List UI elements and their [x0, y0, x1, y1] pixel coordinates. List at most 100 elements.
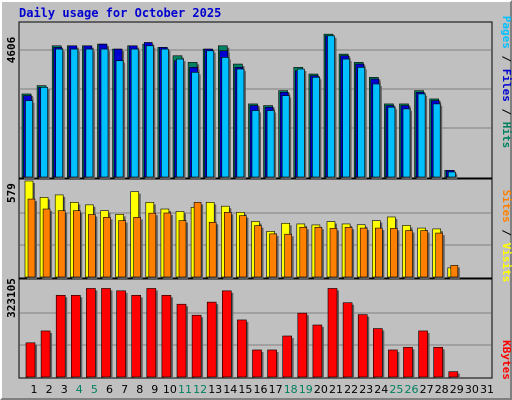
- files-bar: [432, 103, 441, 178]
- x-tick-label: 5: [91, 383, 98, 396]
- sites-bar: [148, 212, 157, 278]
- sites-bar: [314, 226, 323, 278]
- sites-bar: [329, 228, 338, 278]
- chart-title: Daily usage for October 2025: [19, 6, 222, 20]
- files-bar: [312, 77, 320, 178]
- hits-max-label: 4606: [5, 36, 18, 63]
- x-tick-label: 7: [121, 383, 128, 396]
- x-tick-label: 23: [359, 383, 373, 396]
- x-tick-label: 24: [374, 383, 388, 396]
- kbytes-bar: [222, 290, 232, 378]
- files-bar: [85, 48, 94, 178]
- sites-bar: [374, 227, 383, 278]
- kbytes-max-label: 323105: [5, 278, 18, 318]
- kbytes-bar: [146, 288, 157, 378]
- files-bar: [176, 58, 184, 178]
- kbytes-bar: [55, 294, 66, 378]
- x-tick-label: 6: [106, 383, 113, 396]
- files-bar: [206, 50, 214, 178]
- sites-bar: [163, 212, 172, 278]
- x-tick-label: 2: [46, 383, 53, 396]
- x-tick-label: 28: [435, 383, 449, 396]
- kbytes-bar: [131, 294, 141, 378]
- sites-bar: [239, 215, 247, 278]
- x-tick-label: 17: [269, 383, 283, 396]
- files-bar: [161, 48, 169, 178]
- x-tick-label: 16: [254, 383, 268, 396]
- sites-bar: [284, 233, 293, 278]
- x-tick-label: 8: [136, 383, 143, 396]
- sites-bar: [390, 228, 398, 278]
- kbytes-bar: [161, 294, 172, 378]
- files-bar: [266, 110, 275, 178]
- x-tick-label: 21: [329, 383, 343, 396]
- visits-legend: Sites / Visits: [500, 190, 512, 283]
- sites-bar: [88, 214, 96, 278]
- files-bar: [40, 87, 48, 178]
- sites-bar: [27, 198, 36, 278]
- x-tick-label: 29: [450, 383, 464, 396]
- kbytes-bar: [86, 288, 96, 378]
- files-bar: [357, 67, 366, 178]
- legend-sep-1: /: [500, 49, 512, 69]
- legend-pages: Pages: [500, 16, 512, 49]
- sites-bar: [133, 217, 141, 278]
- files-bar: [387, 106, 396, 178]
- files-bar: [327, 35, 335, 178]
- x-tick-label: 30: [465, 383, 479, 396]
- sites-bar: [73, 210, 81, 278]
- kbytes-bar: [71, 294, 81, 378]
- files-bar: [372, 83, 381, 178]
- kbytes-bar: [342, 302, 353, 378]
- legend-sites: Sites: [500, 190, 512, 223]
- files-bar: [342, 58, 350, 178]
- x-tick-label: 20: [314, 383, 328, 396]
- kbytes-bar: [40, 330, 51, 378]
- x-tick-label: 18: [284, 383, 298, 396]
- kbytes-bar: [327, 288, 338, 378]
- legend-files: Files: [500, 69, 512, 102]
- kbytes-bar: [297, 312, 308, 378]
- files-bar: [402, 108, 411, 178]
- x-tick-label: 3: [61, 383, 68, 396]
- kbytes-bar: [101, 288, 111, 378]
- sites-bar: [224, 212, 232, 278]
- sites-bar: [269, 233, 277, 278]
- legend-visits: Visits: [500, 243, 512, 283]
- files-bar: [221, 57, 230, 178]
- kbytes-legend: KBytes: [500, 340, 512, 380]
- sites-bar: [299, 226, 308, 278]
- x-tick-label: 15: [238, 383, 252, 396]
- x-tick-label: 1: [31, 383, 38, 396]
- visits-max-label: 579: [5, 183, 18, 203]
- sites-bar: [344, 226, 353, 278]
- x-tick-label: 26: [405, 383, 419, 396]
- sites-bar: [57, 210, 66, 278]
- legend-hits: Hits: [500, 122, 512, 149]
- kbytes-bar: [372, 328, 383, 378]
- x-tick-labels: 1 2 3 4 5 6 7 8 9 10 11 12 13 14 15 16 17 18 19 20 21 22 23 24 2…: [31, 383, 495, 396]
- sites-bar: [405, 230, 413, 278]
- kbytes-bar: [388, 349, 398, 378]
- kbytes-bar: [206, 301, 217, 378]
- sites-bar: [254, 225, 262, 278]
- x-tick-label: 22: [344, 383, 358, 396]
- x-tick-label: 27: [420, 383, 434, 396]
- x-tick-label: 14: [223, 383, 237, 396]
- x-tick-label: 10: [163, 383, 177, 396]
- kbytes-bar: [237, 319, 247, 378]
- x-tick-label: 12: [193, 383, 207, 396]
- kbytes-bar: [282, 335, 293, 378]
- sites-bar: [42, 208, 51, 278]
- kbytes-bar: [191, 314, 202, 378]
- kbytes-bar: [252, 349, 262, 378]
- kbytes-bar: [418, 330, 428, 378]
- sites-bar: [359, 227, 368, 278]
- sites-bar: [208, 221, 217, 278]
- files-bar: [251, 110, 260, 178]
- hits-legend: Pages / Files / Hits: [500, 16, 512, 149]
- files-bar: [70, 48, 79, 178]
- x-tick-label: 9: [151, 383, 158, 396]
